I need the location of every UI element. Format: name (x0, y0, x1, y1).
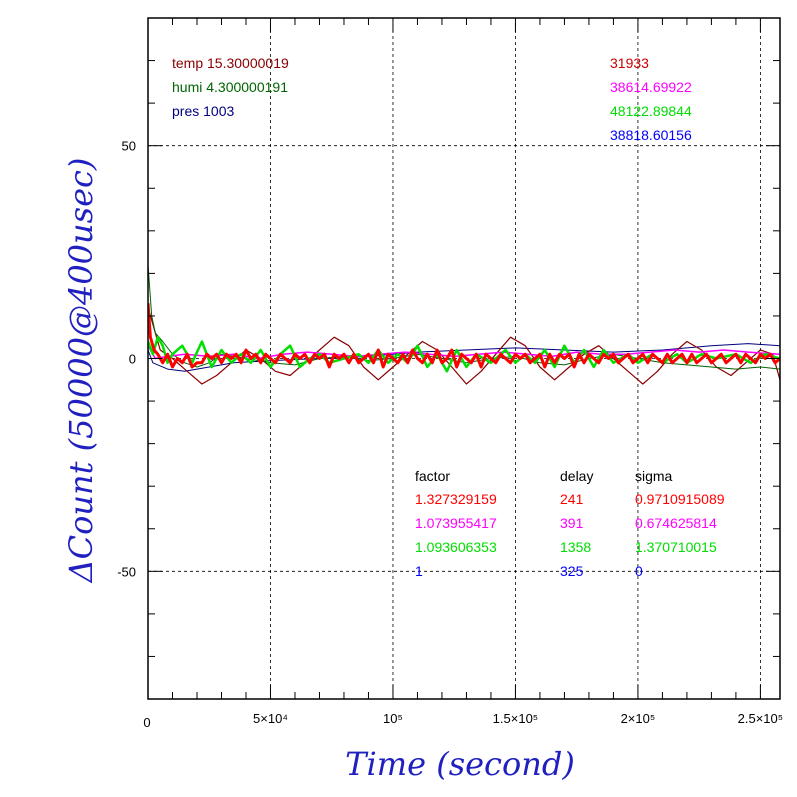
y-axis-title: ΔCount (50000@400usec) (62, 158, 100, 585)
fit-table-cell: 241 (560, 491, 584, 507)
series-line-red (148, 303, 780, 369)
count-label: 38614.69922 (610, 79, 692, 95)
x-axis-title: Time (second) (345, 745, 575, 783)
fit-table-cell: 1.327329159 (415, 491, 497, 507)
fit-table-header: sigma (635, 468, 673, 484)
x-tick-label: 2×10⁵ (621, 711, 656, 726)
x-tick-label: 5×10⁴ (253, 711, 288, 726)
x-tick-label: 10⁵ (383, 711, 403, 726)
fit-table-cell: 391 (560, 515, 584, 531)
count-label: 48122.89844 (610, 103, 692, 119)
fit-table-cell: 1358 (560, 539, 591, 555)
x-tick-label: 2.5×10⁵ (738, 711, 784, 726)
fit-table-cell: 0.9710915089 (635, 491, 725, 507)
fit-table-header: factor (415, 468, 450, 484)
y-tick-label: -50 (117, 564, 136, 579)
count-label: 38818.60156 (610, 127, 692, 143)
series-line-green (148, 335, 780, 373)
env-label: temp 15.30000019 (172, 55, 289, 71)
env-label: humi 4.300000191 (172, 79, 288, 95)
y-tick-label: 50 (122, 139, 136, 154)
x-tick-label: 0 (143, 715, 150, 730)
fit-table-cell: 0.674625814 (635, 515, 717, 531)
series-line-magenta (148, 345, 780, 360)
fit-table-header: delay (560, 468, 593, 484)
axis-ticks (147, 17, 780, 700)
fit-table-cell: 0 (635, 563, 643, 579)
tick-labels: 0 5×10⁴ 10⁵ 1.5×10⁵ 2×10⁵ 2.5×10⁵ 50 0 -50 (117, 139, 783, 730)
fit-table-cell: 325 (560, 563, 584, 579)
fit-table-cell: 1.093606353 (415, 539, 497, 555)
env-label: pres 1003 (172, 103, 234, 119)
x-tick-label: 1.5×10⁵ (493, 711, 539, 726)
y-tick-label: 0 (129, 352, 136, 367)
series-line-temp (148, 307, 780, 385)
fit-table-cell: 1.370710015 (635, 539, 717, 555)
annotations: temp 15.30000019 humi 4.300000191 pres 100… (172, 55, 725, 579)
fit-table-cell: 1 (415, 563, 423, 579)
fit-table-cell: 1.073955417 (415, 515, 497, 531)
series-lines (148, 264, 780, 385)
count-label: 31933 (610, 55, 649, 71)
series-line-pres (148, 343, 780, 372)
